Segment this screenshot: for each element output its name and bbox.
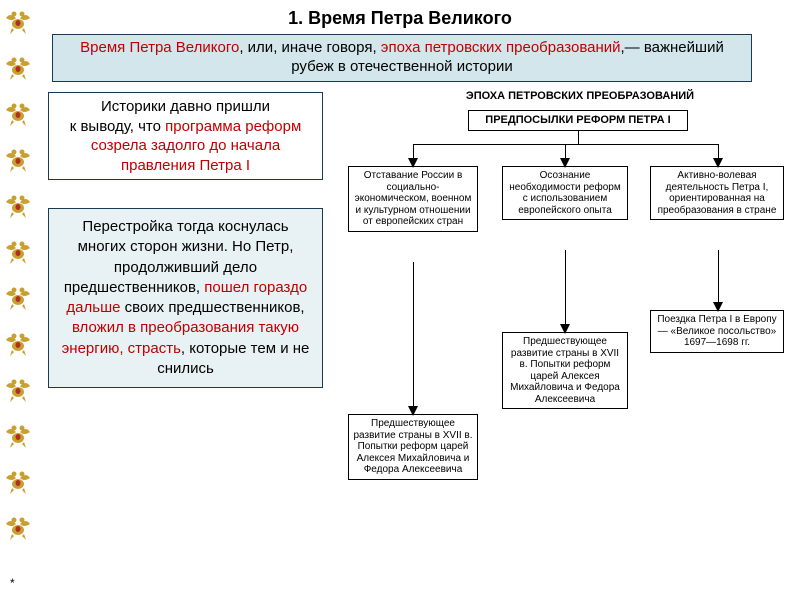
- banner-text: Время Петра Великого: [80, 39, 239, 56]
- box-text: своих предшественников,: [125, 299, 305, 316]
- diagram-root-box: ПРЕДПОСЫЛКИ РЕФОРМ ПЕТРА I: [468, 110, 688, 131]
- arrow-icon: [408, 158, 418, 168]
- arrow-icon: [560, 158, 570, 168]
- diagram-title: ЭПОХА ПЕТРОВСКИХ ПРЕОБРАЗОВАНИЙ: [400, 90, 760, 102]
- info-box-historians: Историки давно пришли к выводу, что прог…: [48, 92, 323, 180]
- eagle-icon: [4, 422, 32, 448]
- eagle-icon: [4, 376, 32, 402]
- diagram-node-preceding: Предшествующее развитие страны в XVII в.…: [502, 332, 628, 409]
- info-box-perestroika: Перестройка тогда коснулась многих сторо…: [48, 208, 323, 388]
- main-banner: Время Петра Великого, или, иначе говоря,…: [52, 34, 752, 82]
- diagram-line: [565, 250, 566, 332]
- footnote-marker: *: [10, 576, 15, 590]
- banner-text: , или, иначе говоря,: [239, 39, 380, 56]
- box-text: к выводу, что: [70, 118, 165, 135]
- eagle-icon: [4, 146, 32, 172]
- diagram-node-lag: Отставание России в социально-экономичес…: [348, 166, 478, 232]
- eagle-icon: [4, 514, 32, 540]
- eagle-column: [4, 8, 32, 540]
- eagle-icon: [4, 100, 32, 126]
- diagram-node-embassy: Поездка Петра I в Европу — «Великое посо…: [650, 310, 784, 353]
- eagle-icon: [4, 192, 32, 218]
- eagle-icon: [4, 238, 32, 264]
- box-text: Перестройка тогда коснулась: [82, 218, 288, 235]
- box-text: , которые тем и не снились: [157, 340, 309, 377]
- eagle-icon: [4, 330, 32, 356]
- arrow-icon: [408, 406, 418, 416]
- arrow-icon: [713, 302, 723, 312]
- diagram-node-activity: Активно-волевая деятельность Петра I, ор…: [650, 166, 784, 220]
- eagle-icon: [4, 284, 32, 310]
- arrow-icon: [713, 158, 723, 168]
- diagram-node-preceding2: Предшествующее развитие страны в XVII в.…: [348, 414, 478, 480]
- page-title: 1. Время Петра Великого: [0, 8, 800, 29]
- arrow-icon: [560, 324, 570, 334]
- diagram-line: [718, 250, 719, 310]
- diagram-line: [413, 144, 719, 145]
- banner-text: эпоха петровских преобразований: [381, 39, 621, 56]
- diagram-node-awareness: Осознание необходимости реформ с использ…: [502, 166, 628, 220]
- eagle-icon: [4, 468, 32, 494]
- diagram-line: [578, 130, 579, 144]
- eagle-icon: [4, 54, 32, 80]
- box-text: Историки давно пришли: [101, 98, 270, 115]
- diagram-line: [413, 262, 414, 414]
